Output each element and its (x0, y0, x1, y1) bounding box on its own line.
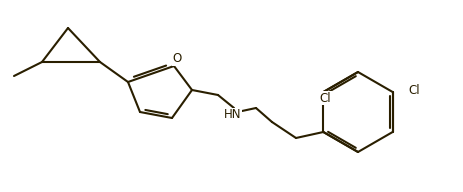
Text: HN: HN (224, 108, 242, 122)
Text: O: O (172, 52, 181, 65)
Text: Cl: Cl (409, 84, 420, 97)
Text: Cl: Cl (319, 92, 331, 104)
